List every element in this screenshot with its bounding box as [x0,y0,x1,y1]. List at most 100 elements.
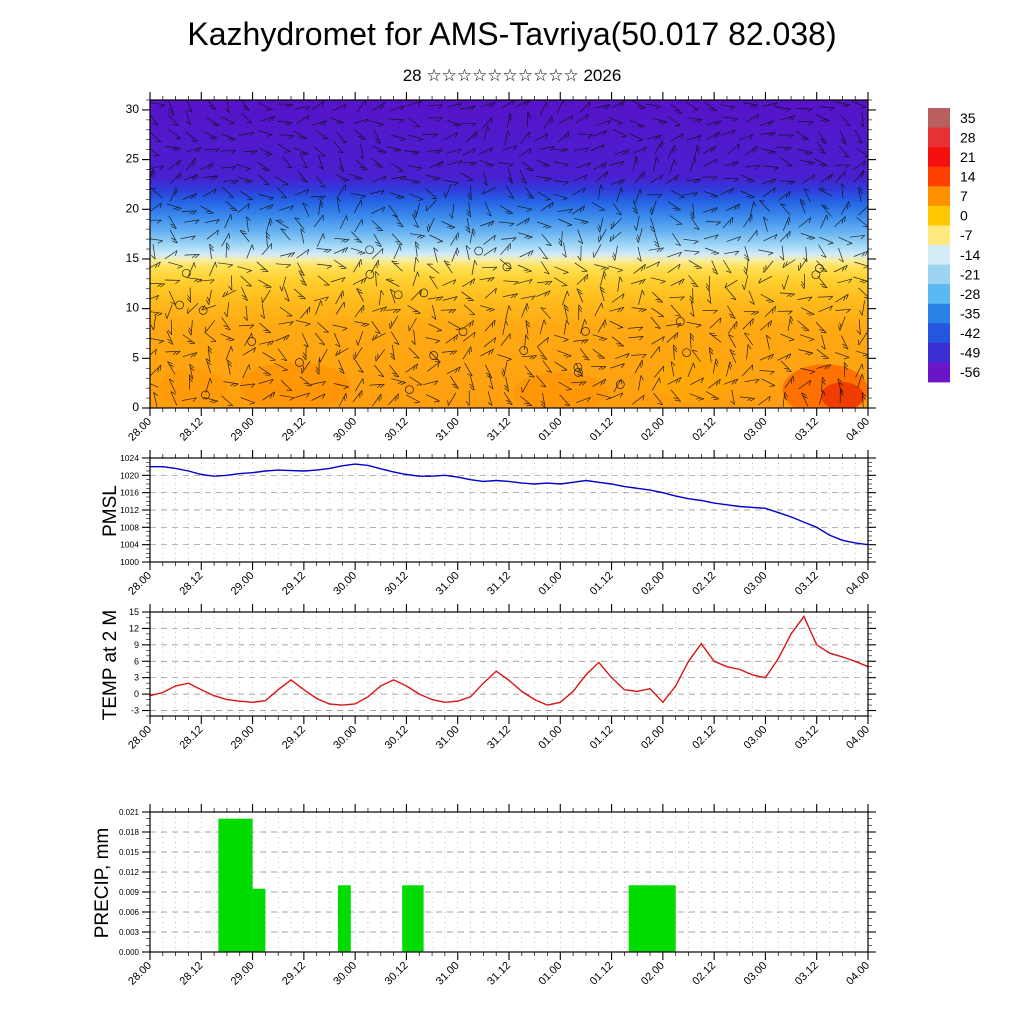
y-tick-label: 30 [126,102,140,116]
x-tick-label: 04.00 [844,416,872,444]
calm-circle [474,246,484,256]
colorbar-cell [928,186,950,207]
date-subtitle: 28 ☆☆☆☆☆☆☆☆☆☆ 2026 [402,66,622,85]
x-tick-label: 31.12 [485,416,513,444]
colorbar-cell [928,323,950,344]
x-tick-label: 02.12 [690,724,718,752]
x-tick-label: 01.12 [588,960,616,988]
x-tick-label: 31.12 [485,570,513,598]
colorbar-label: 35 [960,110,976,126]
pmsl-line [150,463,869,546]
pmsl-axis-label: PMSL [100,485,121,537]
x-tick-label: 29.12 [280,416,308,444]
temp-2m-panel: -3 0 3 6 9 12 15 28.00 28.12 29.00 29.12 30.00 30.12… [126,604,876,752]
y-tick-label: 1004 [120,540,139,550]
x-tick-label: 01.00 [536,724,564,752]
colorbar-cell [928,166,950,187]
y-tick-label: 15 [129,607,139,617]
y-axis-ticks: 0 5 10 15 20 25 30 [126,99,876,414]
colorbar-label: -28 [960,286,980,302]
calm-circle [675,317,685,326]
x-tick-label: 30.12 [383,416,411,444]
colorbar-label: -14 [960,247,980,263]
colorbar-label: -49 [960,345,980,361]
calm-circle [247,337,257,346]
y-tick-label: 1012 [120,505,139,515]
x-tick-label: 02.12 [690,416,718,444]
x-tick-label: 31.00 [434,416,462,444]
x-tick-label: 04.00 [844,724,872,752]
y-tick-label: 5 [132,350,139,364]
y-tick-label: 6 [134,656,139,666]
y-tick-label: 12 [129,623,139,633]
x-tick-label: 04.00 [844,570,872,598]
precip-panel: 0.000 0.003 0.006 0.009 0.012 0.015 0.018 0.021… [119,804,876,988]
x-tick-label: 28.00 [126,724,154,752]
page-title: Kazhydromet for AMS-Tavriya(50.017 82.03… [187,16,837,52]
x-tick-label: 28.00 [126,416,154,444]
colorbar-label: -42 [960,325,980,341]
calm-circle [393,290,403,300]
x-tick-label: 03.12 [793,960,821,988]
warm-patch [158,368,227,408]
colorbar-label: 28 [960,129,976,145]
calm-circle [419,288,429,298]
x-tick-label: 29.12 [280,960,308,988]
x-tick-label: 29.00 [229,416,257,444]
wind-barbs-layer [150,100,868,408]
x-tick-label: 04.00 [844,960,872,988]
cross-section-overlay [158,354,868,408]
x-tick-label: 28.12 [177,570,205,598]
x-tick-label: 02.12 [690,570,718,598]
pmsl-panel: 1000 1004 1008 1012 1016 1020 1024 28.00 28.12 29… [120,450,876,598]
x-tick-label: 01.00 [536,416,564,444]
x-tick-label: 30.00 [331,416,359,444]
colorbar-label: 14 [960,169,976,185]
colorbar-cell [928,147,950,168]
calm-circle [573,362,583,372]
temp-line [149,615,869,706]
y-tick-label: 0.000 [119,948,140,957]
colorbar-cell [928,284,950,305]
colorbar-cell [928,303,950,324]
x-tick-label: 29.00 [229,570,257,598]
calm-circle [365,245,374,255]
x-tick-label: 03.12 [793,570,821,598]
x-tick-label: 28.12 [177,960,205,988]
y-tick-label: 0.003 [119,928,140,937]
colorbar-label: -7 [960,227,973,243]
x-tick-label: 30.12 [383,570,411,598]
y-tick-label: 9 [134,640,139,650]
y-tick-label: 1008 [120,522,139,532]
y-tick-label: 15 [126,251,140,265]
y-tick-label: 0 [132,400,139,414]
x-tick-label: 31.12 [485,724,513,752]
x-tick-label: 28.00 [126,570,154,598]
temp-axis-label: TEMP at 2 M [100,610,121,721]
colorbar: 35 28 21 14 7 0 -7 -14 -21 -28 -35 -42 -49 -56 [928,108,980,383]
calm-circle [682,348,691,358]
calm-circle [175,300,184,310]
x-tick-label: 28.12 [177,724,205,752]
calm-circle [615,380,625,389]
y-tick-label: 0.012 [119,868,140,877]
x-tick-label: 03.00 [742,960,770,988]
x-tick-label: 28.12 [177,416,205,444]
x-tick-label: 03.00 [742,416,770,444]
y-tick-label: 0.018 [119,828,140,837]
precip-bar [628,885,676,952]
x-tick-label: 29.00 [229,724,257,752]
precip-bar [338,885,351,952]
calm-circle [502,262,512,272]
y-tick-label: 1020 [120,470,139,480]
x-tick-label: 30.12 [383,960,411,988]
x-tick-label: 01.12 [588,416,616,444]
x-tick-label: 01.12 [588,570,616,598]
precip-bar [402,885,424,952]
colorbar-cell [928,245,950,265]
x-tick-label: 30.12 [383,724,411,752]
calm-circle [295,358,304,367]
colorbar-cell [928,108,950,128]
y-tick-label: 0.009 [119,888,140,897]
colorbar-cell [928,127,950,148]
